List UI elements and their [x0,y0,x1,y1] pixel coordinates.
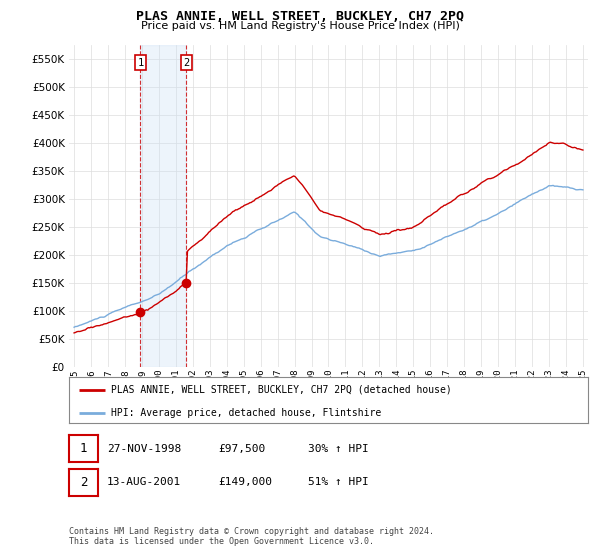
Text: Price paid vs. HM Land Registry's House Price Index (HPI): Price paid vs. HM Land Registry's House … [140,21,460,31]
Text: £149,000: £149,000 [218,477,272,487]
Text: 1: 1 [80,442,87,455]
Text: PLAS ANNIE, WELL STREET, BUCKLEY, CH7 2PQ: PLAS ANNIE, WELL STREET, BUCKLEY, CH7 2P… [136,10,464,23]
Text: £97,500: £97,500 [218,444,265,454]
Text: 1: 1 [137,58,143,68]
Text: HPI: Average price, detached house, Flintshire: HPI: Average price, detached house, Flin… [110,408,381,418]
Text: 13-AUG-2001: 13-AUG-2001 [107,477,181,487]
Text: 30% ↑ HPI: 30% ↑ HPI [308,444,368,454]
Text: PLAS ANNIE, WELL STREET, BUCKLEY, CH7 2PQ (detached house): PLAS ANNIE, WELL STREET, BUCKLEY, CH7 2P… [110,385,451,395]
Text: 51% ↑ HPI: 51% ↑ HPI [308,477,368,487]
Bar [140,45,187,367]
Text: 2: 2 [80,475,87,489]
Text: 27-NOV-1998: 27-NOV-1998 [107,444,181,454]
Text: Contains HM Land Registry data © Crown copyright and database right 2024.
This d: Contains HM Land Registry data © Crown c… [69,526,434,546]
Text: 2: 2 [183,58,190,68]
